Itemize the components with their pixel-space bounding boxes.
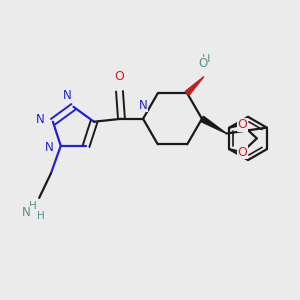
Text: O: O bbox=[237, 118, 247, 131]
Text: H: H bbox=[37, 211, 45, 220]
Text: O: O bbox=[198, 57, 208, 70]
Text: N: N bbox=[63, 88, 72, 101]
Text: N: N bbox=[22, 206, 30, 219]
Text: N: N bbox=[45, 141, 53, 154]
Polygon shape bbox=[185, 76, 204, 95]
Text: O: O bbox=[237, 146, 247, 159]
Polygon shape bbox=[200, 116, 226, 134]
Text: H: H bbox=[29, 201, 37, 211]
Text: N: N bbox=[36, 113, 44, 126]
Text: H: H bbox=[202, 54, 210, 64]
Text: O: O bbox=[115, 70, 124, 83]
Text: N: N bbox=[139, 98, 147, 112]
